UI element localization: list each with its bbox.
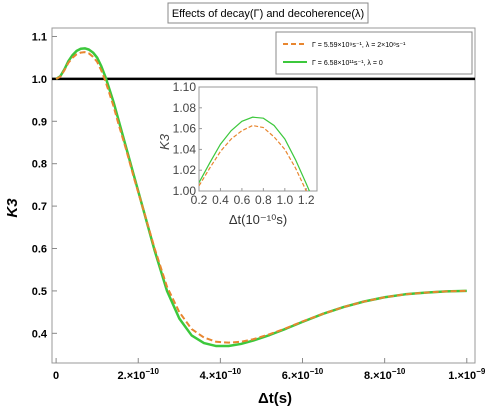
inset-y-tick-label: 1.06 [173,122,197,136]
chart-title: Effects of decay(Γ) and decoherence(λ) [172,8,364,20]
inset-x-tick-label: 1.0 [276,193,293,207]
legend: Γ = 5.59×10⁹s⁻¹, λ = 2×10⁸s⁻¹ Γ = 6.58×1… [275,31,473,75]
main-axis-ticks: 0 2.×10−10 4.×10−10 6.×10−10 8.×10−10 1.×10−9… [32,31,486,382]
x-tick-label: 1.×10−9 [448,367,486,382]
main-series-group [55,47,467,348]
legend-box [275,31,473,75]
inset-y-tick-label: 1.02 [173,163,197,177]
y-tick-label: 0.7 [32,201,47,213]
inset-axis-ticks: 0.2 0.4 0.6 0.8 1.0 1.2 1.00 1.02 1.04 1.06 1.08 1.… [173,80,315,207]
title-box [167,2,369,24]
inset-y-tick-label: 1.08 [173,101,197,115]
inset-y-tick-label: 1.00 [173,184,197,198]
y-tick-label: 0.8 [32,159,47,171]
y-tick-label: 0.4 [32,328,48,340]
inset-x-tick-label: 0.2 [191,193,208,207]
y-tick-label: 0.9 [32,116,47,128]
y-tick-label: 1.1 [32,31,47,43]
inset-chart: 0.2 0.4 0.6 0.8 1.0 1.2 1.00 1.02 1.04 1.06 1.08 1.… [157,80,318,227]
inset-x-axis-label: Δt(10⁻¹⁰s) [229,212,287,227]
inset-y-tick-label: 1.10 [173,80,197,94]
y-tick-label: 1.0 [32,74,47,86]
x-tick-label: 8.×10−10 [364,367,406,382]
y-axis-label: K3 [4,198,21,218]
plot-frame [51,27,476,364]
inset-y-axis-label: K3 [157,133,172,150]
x-tick-label: 6.×10−10 [282,367,324,382]
inset-x-tick-label: 0.6 [234,193,251,207]
inset-series-line-decay-only [199,116,311,191]
x-tick-label: 0 [53,370,59,382]
y-tick-label: 0.6 [32,244,47,256]
series-line-decay-decoherence [55,51,467,344]
y-tick-label: 0.5 [32,286,47,298]
x-axis-label: Δt(s) [258,390,292,407]
inset-series-group [199,116,311,191]
legend-label-decay-only: Γ = 6.58×10¹¹s⁻¹, λ = 0 [312,60,383,67]
legend-label-decay-decoherence: Γ = 5.59×10⁹s⁻¹, λ = 2×10⁸s⁻¹ [312,42,406,49]
inset-x-tick-label: 1.2 [298,193,315,207]
inset-x-tick-label: 0.8 [255,193,272,207]
inset-background [198,86,318,192]
x-tick-label: 4.×10−10 [200,367,242,382]
x-tick-label: 2.×10−10 [118,367,160,382]
inset-series-line-decay-decoherence [199,124,307,191]
inset-y-tick-label: 1.04 [173,142,197,156]
inset-x-tick-label: 0.4 [212,193,229,207]
